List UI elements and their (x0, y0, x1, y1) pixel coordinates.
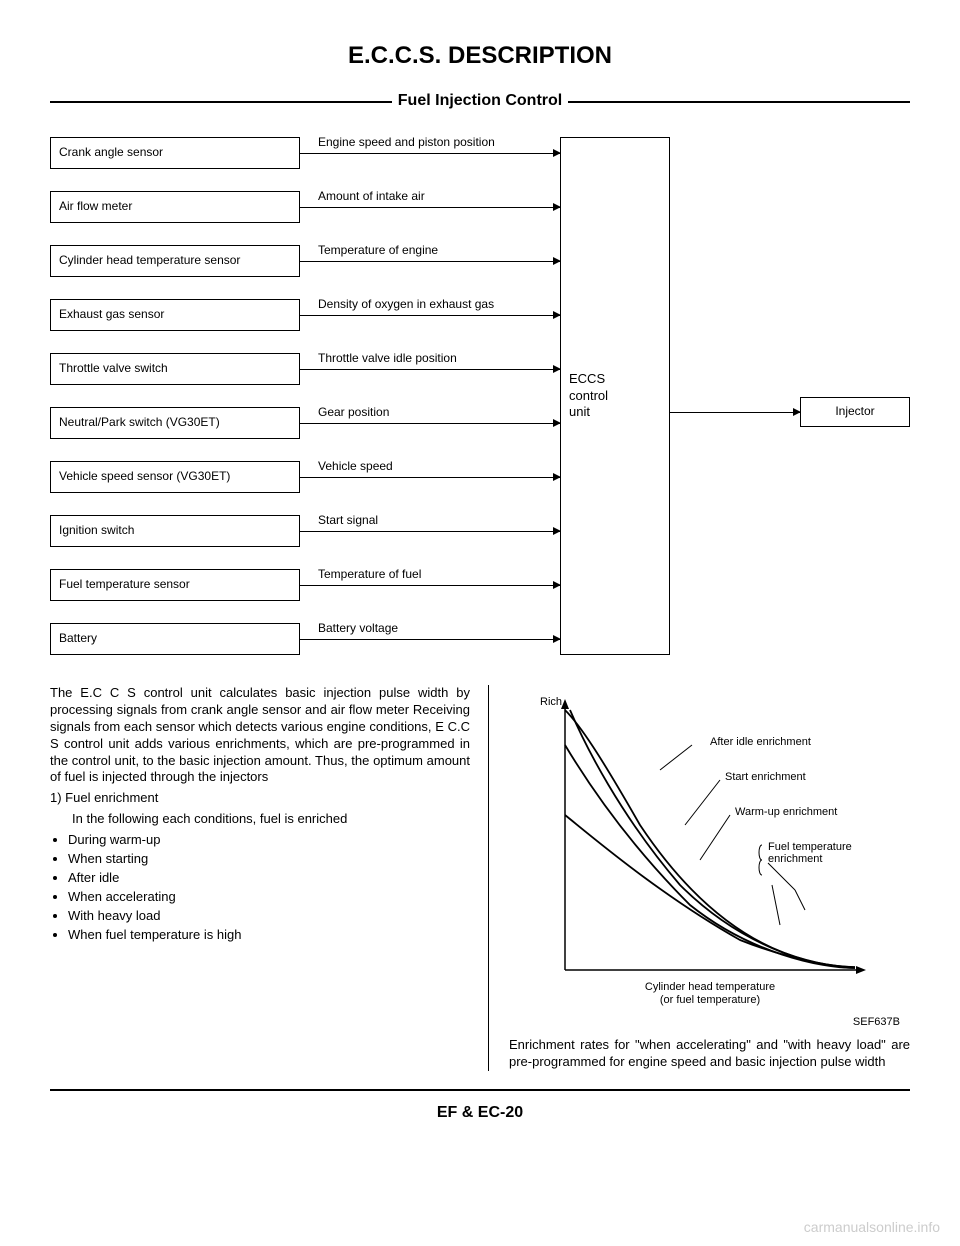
eccs-label: ECCS control unit (569, 371, 669, 422)
sensor-box: Ignition switch (50, 515, 300, 547)
svg-text:(or fuel temperature): (or fuel temperature) (659, 994, 759, 1006)
signal-arrow (300, 423, 560, 425)
sensor-box: Battery (50, 623, 300, 655)
signal-arrow (300, 153, 560, 155)
svg-text:After idle enrichment: After idle enrichment (710, 736, 811, 748)
rule-right (568, 101, 910, 103)
bullet-item: When starting (68, 851, 470, 868)
body-columns: The E.C C S control unit calculates basi… (50, 685, 910, 1071)
signal-label: Engine speed and piston position (318, 135, 548, 151)
injector-box: Injector (800, 397, 910, 427)
right-paragraph: Enrichment rates for "when accelerating"… (509, 1037, 910, 1071)
signal-arrow (300, 369, 560, 371)
signal-label: Temperature of engine (318, 243, 548, 259)
svg-text:Warm-up enrichment: Warm-up enrichment (735, 806, 837, 818)
block-diagram: ECCS control unit Injector Crank angle s… (50, 137, 910, 675)
sensor-box: Neutral/Park switch (VG30ET) (50, 407, 300, 439)
enrichment-chart: Rich After idle enrichment Start enrichmen… (520, 685, 900, 1015)
page-footer: EF & EC-20 (50, 1089, 910, 1124)
list-subtext: In the following each conditions, fuel i… (50, 811, 470, 828)
sensor-box: Cylinder head temperature sensor (50, 245, 300, 277)
signal-arrow (300, 261, 560, 263)
figure-code: SEF637B (509, 1015, 910, 1029)
bullet-item: With heavy load (68, 908, 470, 925)
signal-arrow (300, 585, 560, 587)
sensor-box: Crank angle sensor (50, 137, 300, 169)
signal-label: Battery voltage (318, 621, 548, 637)
sensor-box: Air flow meter (50, 191, 300, 223)
output-arrow (670, 412, 800, 414)
rule-left (50, 101, 392, 103)
bullet-item: When fuel temperature is high (68, 927, 470, 944)
signal-arrow (300, 477, 560, 479)
signal-arrow (300, 207, 560, 209)
signal-label: Temperature of fuel (318, 567, 548, 583)
signal-arrow (300, 639, 560, 641)
eccs-control-unit-box: ECCS control unit (560, 137, 670, 655)
signal-label: Density of oxygen in exhaust gas (318, 297, 548, 313)
signal-arrow (300, 315, 560, 317)
bullet-item: When accelerating (68, 889, 470, 906)
svg-text:Rich: Rich (540, 696, 562, 708)
sensor-box: Throttle valve switch (50, 353, 300, 385)
watermark: carmanualsonline.info (804, 1218, 940, 1236)
list-heading: 1) Fuel enrichment (50, 790, 470, 807)
left-column: The E.C C S control unit calculates basi… (50, 685, 489, 1071)
signal-label: Amount of intake air (318, 189, 548, 205)
signal-label: Start signal (318, 513, 548, 529)
sensor-box: Vehicle speed sensor (VG30ET) (50, 461, 300, 493)
sensor-box: Exhaust gas sensor (50, 299, 300, 331)
right-column: Rich After idle enrichment Start enrichmen… (509, 685, 910, 1071)
sensor-box: Fuel temperature sensor (50, 569, 300, 601)
svg-text:Cylinder head temperature: Cylinder head temperature (644, 981, 774, 993)
body-paragraph: The E.C C S control unit calculates basi… (50, 685, 470, 786)
signal-label: Throttle valve idle position (318, 351, 548, 367)
section-title: Fuel Injection Control (392, 91, 568, 112)
svg-text:Fuel temperature: Fuel temperature (768, 841, 852, 853)
section-header: Fuel Injection Control (50, 91, 910, 112)
page-title: E.C.C.S. DESCRIPTION (50, 40, 910, 71)
signal-arrow (300, 531, 560, 533)
svg-text:Start enrichment: Start enrichment (725, 771, 806, 783)
signal-label: Gear position (318, 405, 548, 421)
bullet-item: After idle (68, 870, 470, 887)
svg-text:enrichment: enrichment (768, 853, 822, 865)
bullet-item: During warm-up (68, 832, 470, 849)
signal-label: Vehicle speed (318, 459, 548, 475)
bullet-list: During warm-up When starting After idle Whe… (50, 832, 470, 943)
